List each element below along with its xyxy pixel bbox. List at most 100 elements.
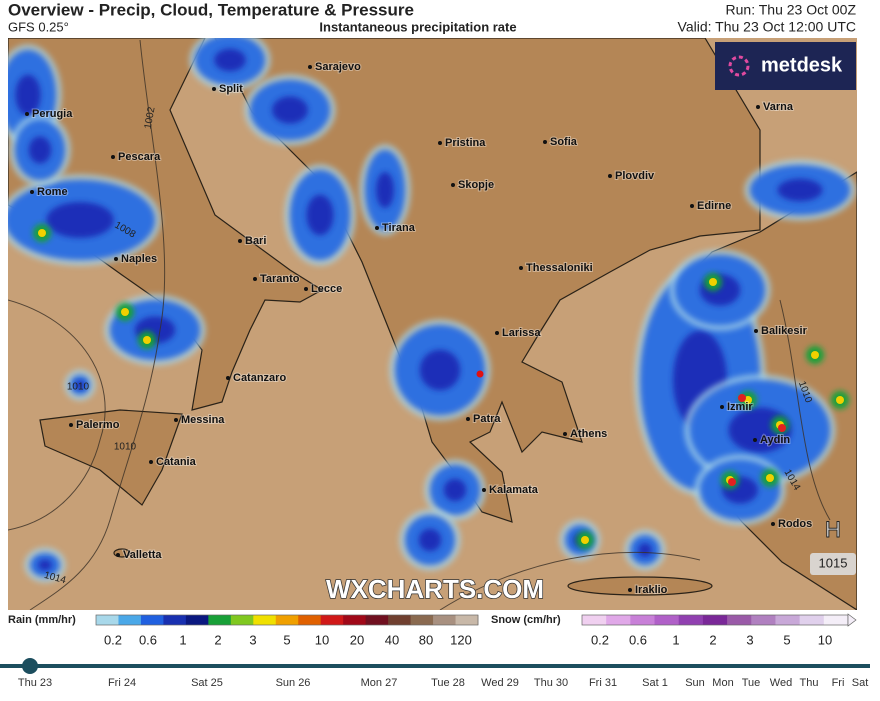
city-dot (466, 417, 470, 421)
rain-swatch (365, 615, 389, 625)
timeline-label[interactable]: Thu 23 (18, 677, 52, 689)
snow-swatch (799, 615, 825, 625)
timeline-label[interactable]: Thu (800, 677, 819, 689)
city-dot (628, 588, 632, 592)
snow-swatch (775, 615, 801, 625)
timeline-label[interactable]: Sat 25 (191, 677, 223, 689)
logo-text: metdesk (761, 54, 843, 76)
isobar-label: 1002 (143, 106, 158, 130)
city-dot (519, 266, 523, 270)
timeline-label[interactable]: Wed (770, 677, 792, 689)
rain-tick: 10 (315, 632, 329, 647)
city-dot (720, 405, 724, 409)
timeline-label[interactable]: Sun (685, 677, 705, 689)
city-label: Athens (570, 428, 607, 440)
rain-swatch (96, 615, 119, 625)
marker (476, 370, 484, 378)
rain-swatch (455, 615, 479, 625)
city-dot (308, 65, 312, 69)
snow-tick: 10 (818, 632, 832, 647)
subtitle: Instantaneous precipitation rate (319, 19, 516, 34)
snow-tick: 0.2 (591, 632, 609, 647)
city-label: Palermo (76, 419, 120, 431)
timeline-label[interactable]: Sun 26 (276, 677, 311, 689)
city-dot (563, 432, 567, 436)
logo: metdesk (715, 42, 856, 90)
precip-heavy-core (709, 278, 717, 286)
city-label: Catania (156, 456, 197, 468)
timeline-label[interactable]: Mon 27 (361, 677, 398, 689)
city-dot (451, 183, 455, 187)
city-label: Sofia (550, 136, 578, 148)
rain-swatch (163, 615, 187, 625)
rain-swatch (140, 615, 164, 625)
snow-swatch (582, 615, 607, 625)
snow-swatch (823, 615, 849, 625)
city-label: Larissa (502, 327, 541, 339)
city-dot (212, 87, 216, 91)
rain-swatch (433, 615, 457, 625)
city-label: Pristina (445, 137, 486, 149)
city-dot (543, 140, 547, 144)
city-dot (756, 105, 760, 109)
precip-core (306, 194, 334, 236)
city-label: Edirne (697, 200, 731, 212)
precip-heavy-core (121, 308, 129, 316)
timeline-label[interactable]: Sat 1 (642, 677, 668, 689)
timeline-label[interactable]: Tue 28 (431, 677, 465, 689)
city-label: Rodos (778, 518, 812, 530)
city-label: Skopje (458, 179, 494, 191)
timeline-label[interactable]: Sat (852, 677, 869, 689)
rain-tick: 40 (385, 632, 399, 647)
city-dot (438, 141, 442, 145)
city-label: Perugia (32, 108, 73, 120)
timeline-knob[interactable] (22, 658, 38, 674)
title: Overview - Precip, Cloud, Temperature & … (8, 0, 414, 19)
city-label: Valletta (123, 549, 162, 561)
rain-tick: 120 (450, 632, 472, 647)
city-dot (375, 226, 379, 230)
city-label: Taranto (260, 273, 300, 285)
timeline-label[interactable]: Thu 30 (534, 677, 568, 689)
timeline-label[interactable]: Mon (712, 677, 733, 689)
city-dot (69, 423, 73, 427)
city-dot (754, 329, 758, 333)
timeline-label[interactable]: Fri (832, 677, 845, 689)
city-dot (114, 257, 118, 261)
rain-swatch (410, 615, 434, 625)
city-dot (753, 438, 757, 442)
snow-arrow (847, 613, 857, 627)
rain-tick: 0.2 (104, 632, 122, 647)
city-label: Plovdiv (615, 170, 655, 182)
rain-swatch (253, 615, 277, 625)
rain-swatch (275, 615, 299, 625)
city-dot (495, 331, 499, 335)
snow-swatch (678, 615, 704, 625)
valid: Valid: Thu 23 Oct 12:00 UTC (678, 19, 856, 35)
city-label: Lecce (311, 283, 342, 295)
timeline-label[interactable]: Wed 29 (481, 677, 519, 689)
snow-tick: 1 (672, 632, 679, 647)
city-label: Balikesir (761, 325, 808, 337)
watermark: WXCHARTS.COM (326, 574, 544, 604)
city-dot (174, 418, 178, 422)
city-dot (111, 155, 115, 159)
rain-tick: 20 (350, 632, 364, 647)
precip-core (38, 559, 52, 571)
city-label: Bari (245, 235, 266, 247)
precip-core (46, 202, 114, 238)
precip-core (418, 528, 442, 552)
rain-tick: 1 (179, 632, 186, 647)
city-label: Varna (763, 101, 794, 113)
timeline-label[interactable]: Tue (742, 677, 761, 689)
snow-legend-title: Snow (cm/hr) (491, 614, 561, 626)
rain-swatch (230, 615, 254, 625)
timeline-label[interactable]: Fri 31 (589, 677, 617, 689)
precip-core (376, 172, 394, 208)
timeline-label[interactable]: Fri 24 (108, 677, 136, 689)
precip-heavy-core (581, 536, 589, 544)
precip-intense (728, 478, 736, 486)
snow-swatch (654, 615, 680, 625)
precip-heavy-core (143, 336, 151, 344)
rain-swatch (298, 615, 322, 625)
